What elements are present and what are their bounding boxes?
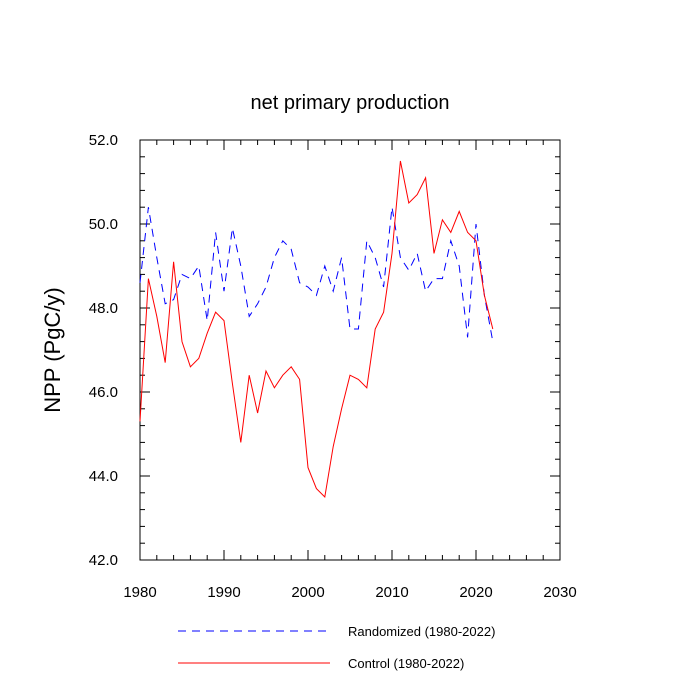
- legend: Randomized (1980-2022) Control (1980-2022…: [178, 624, 495, 671]
- y-tick-label: 48.0: [89, 300, 118, 317]
- plot-frame: [139, 139, 561, 561]
- y-tick-label: 44.0: [89, 468, 118, 485]
- y-tick-label: 46.0: [89, 384, 118, 401]
- legend-label-randomized: Randomized (1980-2022): [348, 624, 495, 639]
- y-tick-label: 52.0: [89, 132, 118, 149]
- series-line-randomized: [139, 207, 494, 342]
- x-tick-label: 2000: [291, 584, 324, 601]
- plot-area: 1980 1990 2000 2010 2020 2030 42.0 44.0 46.0 48.0…: [89, 132, 577, 601]
- y-tick-label: 42.0: [89, 552, 118, 569]
- x-tick-label: 2020: [459, 584, 492, 601]
- chart-title: net primary production: [251, 92, 450, 114]
- x-tick-label: 1980: [123, 584, 156, 601]
- y-axis-label: NPP (PgC/y): [40, 287, 65, 413]
- x-tick-label: 2010: [375, 584, 408, 601]
- legend-label-control: Control (1980-2022): [348, 656, 464, 671]
- series-line-control: [139, 160, 494, 499]
- x-tick-label: 2030: [543, 584, 576, 601]
- x-tick-label: 1990: [207, 584, 240, 601]
- y-tick-label: 50.0: [89, 216, 118, 233]
